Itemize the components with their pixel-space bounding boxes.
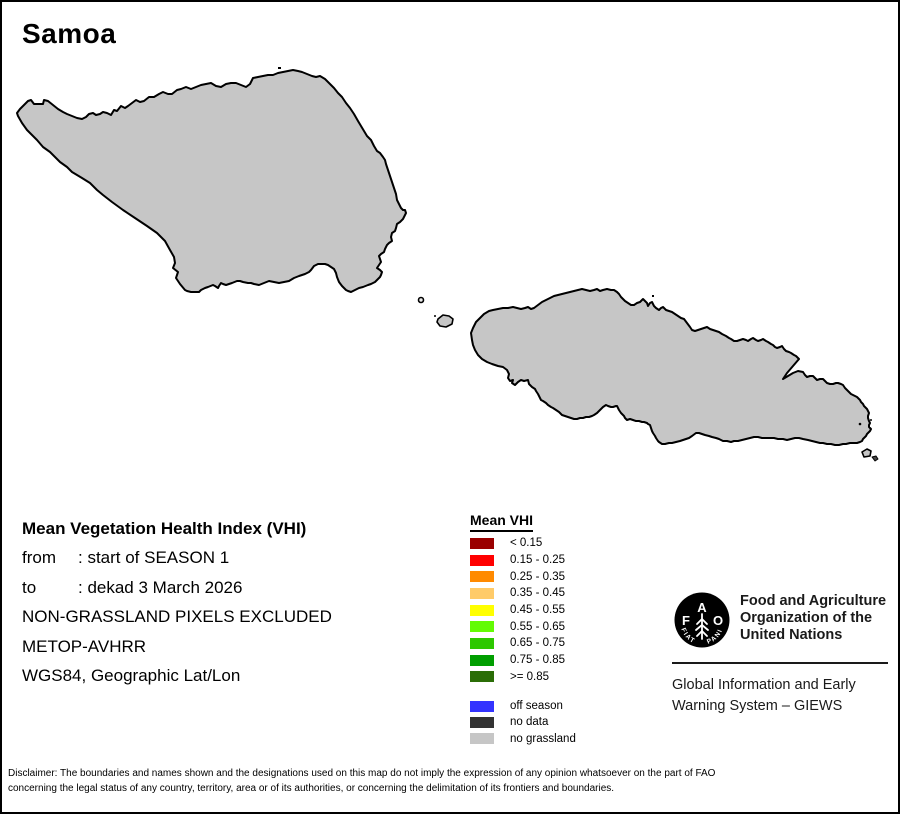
legend-row: 0.25 - 0.35 — [470, 568, 565, 585]
legend-label: 0.45 - 0.55 — [510, 604, 565, 617]
legend-label: 0.25 - 0.35 — [510, 570, 565, 583]
legend-row: 0.65 - 0.75 — [470, 635, 565, 652]
fao-letter-f: F — [682, 613, 690, 628]
islet-tick-north — [278, 67, 281, 69]
islet-nuutele — [861, 448, 872, 458]
giews-title: Global Information and Early Warning Sys… — [672, 675, 856, 716]
legend-row: no data — [470, 714, 576, 730]
parameter-mask: NON-GRASSLAND PIXELS EXCLUDED — [22, 607, 332, 627]
disclaimer-line: Disclaimer: The boundaries and names sho… — [8, 768, 716, 779]
legend-label: 0.35 - 0.45 — [510, 587, 565, 600]
legend-label: no data — [510, 716, 549, 729]
legend-swatch — [470, 554, 494, 566]
legend-label: 0.65 - 0.75 — [510, 637, 565, 650]
legend-swatch — [470, 700, 494, 712]
legend-swatch — [470, 621, 494, 633]
legend-swatch — [470, 537, 494, 549]
legend-swatch — [470, 587, 494, 599]
map-canvas — [16, 67, 879, 462]
disclaimer-line: concerning the legal status of any count… — [8, 783, 615, 794]
legend-row: no grassland — [470, 731, 576, 747]
legend-extras: off season no data no grassland — [470, 698, 576, 747]
parameter-projection: WGS84, Geographic Lat/Lon — [22, 666, 241, 686]
legend-swatch — [470, 571, 494, 583]
legend-label: no grassland — [510, 732, 576, 745]
legend-label: >= 0.85 — [510, 670, 550, 683]
legend-row: off season — [470, 698, 576, 714]
to-value: : dekad 3 March 2026 — [78, 577, 243, 597]
page-title: Samoa — [22, 18, 117, 49]
islet-dot-west — [434, 315, 436, 317]
legend-row: < 0.15 — [470, 535, 565, 552]
wheat-ear-icon — [695, 613, 709, 640]
from-value: : start of SEASON 1 — [78, 548, 230, 568]
legend-label: off season — [510, 700, 563, 713]
fao-org-line: Organization of the — [740, 610, 873, 626]
fao-organization-name: Food and Agriculture Organization of the… — [740, 593, 886, 644]
disclaimer: Disclaimer: The boundaries and names sho… — [8, 766, 894, 796]
island-manono — [436, 314, 454, 328]
legend-label: 0.55 - 0.65 — [510, 620, 565, 633]
legend-label: 0.75 - 0.85 — [510, 654, 565, 667]
fao-org-line: Food and Agriculture — [740, 593, 887, 609]
legend-row: >= 0.85 — [470, 669, 565, 686]
legend-title: Mean VHI — [470, 512, 534, 532]
legend-row: 0.55 - 0.65 — [470, 618, 565, 635]
legend-row: 0.75 - 0.85 — [470, 652, 565, 669]
parameter-sensor: METOP-AVHRR — [22, 636, 147, 656]
legend-swatch — [470, 654, 494, 666]
giews-line: Global Information and Early — [672, 677, 856, 693]
legend-label: 0.15 - 0.25 — [510, 554, 565, 567]
legend-swatch — [470, 716, 494, 728]
legend-classes: < 0.15 0.15 - 0.25 0.25 - 0.35 0.35 - 0.… — [470, 535, 565, 685]
islet-dot-east-2 — [870, 419, 872, 421]
map-parameters: Mean Vegetation Health Index (VHI) from:… — [22, 514, 332, 691]
fao-org-line: United Nations — [740, 627, 843, 643]
parameter-to: to : dekad 3 March 2026 — [22, 573, 332, 603]
legend-row: 0.35 - 0.45 — [470, 585, 565, 602]
fao-divider — [672, 662, 888, 664]
islet-tick-upolu — [652, 295, 654, 297]
legend-row: 0.15 - 0.25 — [470, 552, 565, 569]
legend-swatch — [470, 637, 494, 649]
parameter-from: from : start of SEASON 1 — [22, 544, 332, 574]
legend-swatch — [470, 671, 494, 683]
legend-swatch — [470, 604, 494, 616]
fao-letter-o: O — [713, 613, 723, 628]
islet-dot-east-1 — [858, 422, 862, 426]
legend-row: 0.45 - 0.55 — [470, 602, 565, 619]
islet-nuulua — [871, 455, 879, 462]
legend-swatch — [470, 733, 494, 745]
fao-letter-a: A — [697, 600, 707, 615]
island-upolu — [470, 288, 872, 446]
from-label: from — [22, 548, 56, 568]
to-label: to — [22, 577, 37, 597]
legend-label: < 0.15 — [510, 537, 543, 550]
island-savaii — [16, 69, 407, 293]
island-apolima — [417, 296, 425, 304]
fao-logo-icon: A F O FIAT PANIS — [674, 592, 730, 648]
giews-line: Warning System – GIEWS — [672, 697, 843, 714]
parameters-heading: Mean Vegetation Health Index (VHI) — [22, 518, 307, 538]
